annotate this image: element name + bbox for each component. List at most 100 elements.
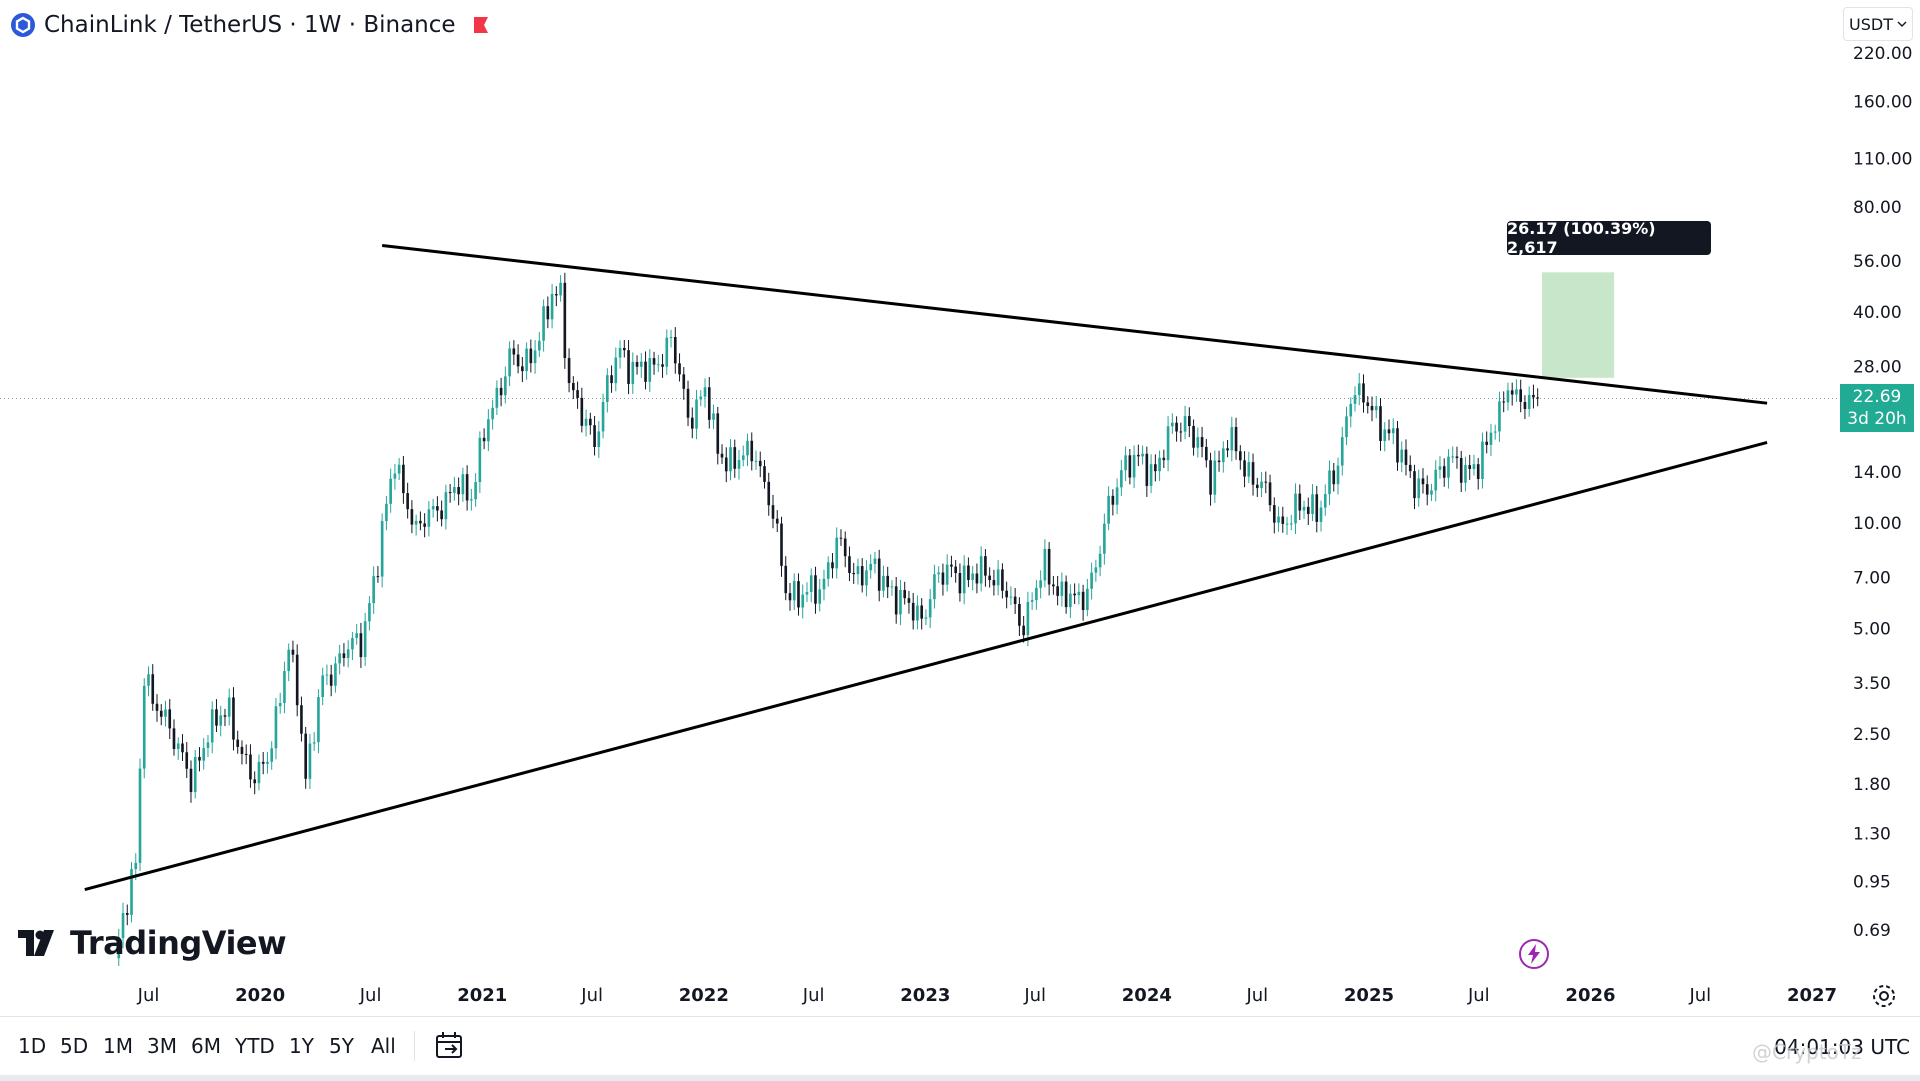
candle bbox=[652, 351, 656, 375]
candle bbox=[1030, 592, 1034, 611]
candle bbox=[1506, 382, 1510, 411]
candle bbox=[1264, 471, 1268, 494]
candle bbox=[1086, 578, 1089, 617]
candle bbox=[563, 272, 567, 369]
candle bbox=[215, 699, 218, 733]
calendar-goto-icon[interactable] bbox=[432, 1029, 466, 1063]
candle bbox=[244, 744, 248, 765]
range-button-5y[interactable]: 5Y bbox=[329, 1034, 354, 1058]
trendline-descending-resistance[interactable] bbox=[381, 244, 1768, 405]
symbol-header[interactable]: ChainLink / TetherUS · 1W · Binance bbox=[10, 8, 490, 42]
candle bbox=[525, 342, 528, 380]
x-tick-label: 2020 bbox=[235, 985, 285, 1006]
y-tick-label: 80.00 bbox=[1853, 198, 1902, 218]
candle bbox=[542, 299, 545, 352]
candle bbox=[266, 751, 269, 774]
candle bbox=[618, 340, 622, 369]
candle bbox=[567, 348, 571, 393]
candle bbox=[338, 644, 341, 675]
candle bbox=[385, 495, 388, 531]
candle bbox=[355, 623, 358, 645]
candle bbox=[546, 296, 550, 329]
candle bbox=[605, 368, 609, 413]
candle bbox=[690, 407, 694, 439]
candle bbox=[805, 582, 809, 603]
candle bbox=[962, 555, 966, 605]
currency-label: USDT bbox=[1849, 14, 1893, 34]
candle bbox=[151, 664, 155, 711]
candle bbox=[589, 412, 592, 435]
candle bbox=[431, 498, 435, 518]
candle bbox=[754, 450, 758, 470]
candle bbox=[176, 737, 180, 760]
measure-range-box[interactable] bbox=[1541, 272, 1615, 378]
candle bbox=[117, 928, 121, 966]
range-button-all[interactable]: All bbox=[371, 1034, 396, 1058]
y-tick-label: 1.80 bbox=[1853, 775, 1891, 795]
candle bbox=[1519, 379, 1523, 413]
candle bbox=[644, 351, 647, 390]
candle bbox=[334, 656, 337, 693]
range-button-1y[interactable]: 1Y bbox=[289, 1034, 314, 1058]
candle bbox=[283, 661, 286, 714]
candle bbox=[423, 513, 426, 538]
candle bbox=[270, 741, 274, 770]
candle bbox=[792, 573, 796, 611]
candle bbox=[1464, 456, 1467, 492]
toolbar-divider bbox=[414, 1031, 415, 1061]
candle bbox=[707, 376, 711, 429]
candle bbox=[1357, 373, 1361, 406]
candle bbox=[1149, 454, 1153, 494]
candle bbox=[797, 573, 800, 616]
currency-selector-button[interactable]: USDT bbox=[1843, 7, 1913, 41]
candle bbox=[1353, 386, 1357, 412]
utc-clock[interactable]: 04:01:03 UTC bbox=[1774, 1035, 1910, 1059]
candle bbox=[1132, 445, 1136, 489]
range-button-1m[interactable]: 1M bbox=[103, 1034, 133, 1058]
candle bbox=[325, 664, 329, 686]
candle bbox=[635, 355, 639, 375]
x-tick-label: 2027 bbox=[1787, 985, 1837, 1006]
gear-icon[interactable] bbox=[1870, 982, 1898, 1010]
y-tick-label: 56.00 bbox=[1853, 252, 1902, 272]
trendline-ascending-support[interactable] bbox=[84, 440, 1768, 892]
range-button-ytd[interactable]: YTD bbox=[235, 1034, 275, 1058]
x-tick-label: Jul bbox=[1688, 985, 1711, 1006]
red-flag-icon[interactable] bbox=[472, 16, 490, 34]
candle bbox=[1438, 456, 1442, 479]
candle bbox=[924, 609, 928, 626]
range-button-6m[interactable]: 6M bbox=[191, 1034, 221, 1058]
candle bbox=[1115, 478, 1119, 515]
candle bbox=[996, 560, 1000, 596]
candle bbox=[181, 734, 184, 762]
candle bbox=[631, 352, 635, 394]
candle bbox=[1213, 450, 1217, 503]
candle bbox=[1451, 446, 1455, 464]
candle bbox=[1171, 413, 1174, 434]
range-button-3m[interactable]: 3M bbox=[147, 1034, 177, 1058]
candle bbox=[1408, 455, 1412, 478]
candle bbox=[240, 740, 244, 765]
candle bbox=[470, 488, 473, 511]
range-button-1d[interactable]: 1D bbox=[18, 1034, 47, 1058]
y-tick-label: 28.00 bbox=[1853, 358, 1902, 378]
candle bbox=[1077, 583, 1081, 605]
candle bbox=[410, 500, 414, 534]
candle bbox=[1013, 588, 1017, 614]
candle bbox=[189, 760, 193, 803]
candle bbox=[295, 644, 299, 717]
candle bbox=[593, 416, 596, 456]
price-chart[interactable]: 220.00 160.00 110.00 80.00 56.00 40.00 28.00 14… bbox=[0, 0, 1920, 1015]
candle bbox=[1404, 439, 1408, 476]
candle bbox=[363, 612, 367, 666]
range-button-5d[interactable]: 5D bbox=[60, 1034, 89, 1058]
candle bbox=[1175, 416, 1178, 442]
candle bbox=[1498, 391, 1501, 442]
candle bbox=[572, 376, 575, 399]
lightning-icon[interactable] bbox=[1518, 938, 1550, 970]
candle bbox=[869, 554, 873, 579]
candle bbox=[1166, 416, 1170, 472]
y-tick-label: 0.95 bbox=[1853, 872, 1891, 892]
candle bbox=[512, 340, 516, 366]
tradingview-logo[interactable]: TradingView bbox=[18, 924, 287, 962]
